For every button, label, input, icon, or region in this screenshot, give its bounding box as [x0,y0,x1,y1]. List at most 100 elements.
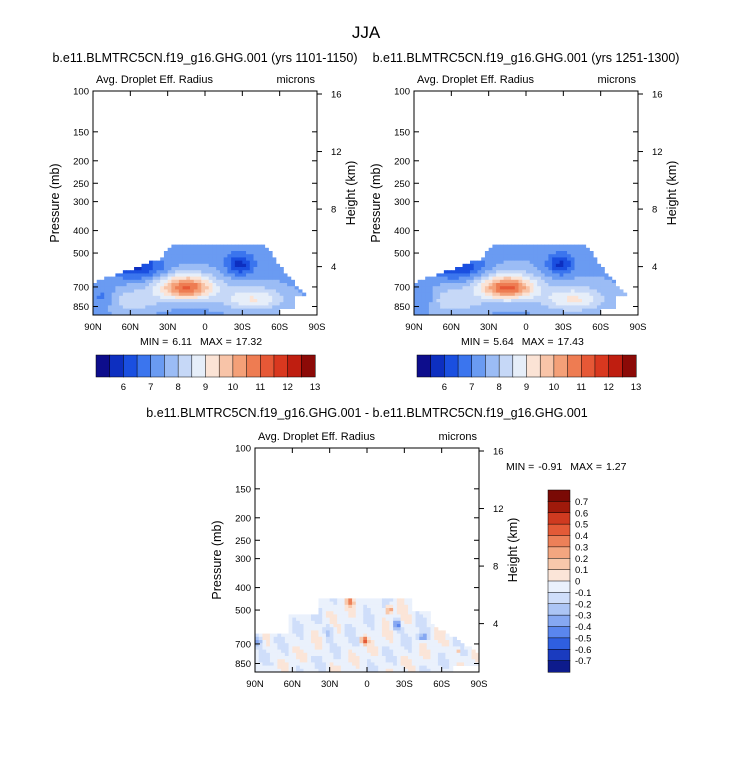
heatmap-cell [275,302,281,306]
heatmap-cell [496,260,501,265]
heatmap-cell [477,292,482,297]
heatmap-cell [283,305,288,309]
heatmap-cell [496,270,501,274]
heatmap-cell [255,659,260,663]
heatmap-cell [104,308,109,313]
heatmap-cell [333,617,338,622]
heatmap-cell [348,652,353,657]
heatmap-cell [325,630,331,634]
heatmap-cell [275,276,281,281]
heatmap-cell [458,308,463,313]
x-tick-label: 30N [321,679,339,690]
heatmap-cell [273,646,278,650]
heatmap-cell [378,630,383,634]
heatmap-cell [299,624,304,628]
heatmap-cell [363,640,368,644]
heatmap-cell [423,611,428,615]
heatmap-cell [314,649,319,654]
heatmap-cell [272,276,277,281]
heatmap-cell [496,263,501,268]
heatmap-cell [567,283,572,287]
heatmap-cell [533,276,538,281]
heatmap-cell [359,601,364,606]
heatmap-cell [281,652,286,657]
heatmap-cell [231,247,236,252]
heatmap-cell [518,308,523,313]
heatmap-cell [208,311,213,316]
heatmap-cell [227,283,232,287]
heatmap-cell [488,251,493,255]
heatmap-cell [190,270,195,274]
heatmap-cell [348,668,353,673]
heatmap-cell [389,659,394,663]
heatmap-cell [570,267,575,271]
heatmap-cell [253,279,258,284]
heatmap-cell [514,244,519,249]
heatmap-cell [570,289,575,293]
heatmap-cell [201,289,206,293]
heatmap-cell [201,276,206,281]
heatmap-cell [363,608,368,612]
heatmap-cell [266,665,271,670]
heatmap-cell [122,305,127,309]
heatmap-cell [475,662,480,666]
heatmap-cell [249,279,254,284]
colorbar-label: 7 [148,382,153,393]
heatmap-cell [246,247,251,252]
heatmap-cell [223,267,228,271]
heatmap-cell [197,263,202,268]
heatmap-cell [186,273,191,277]
heatmap-cell [385,636,390,641]
y-tick-label: 700 [73,282,89,293]
heatmap-cell [600,267,605,271]
colorbar-swatch [512,354,528,378]
y2-axis-label: Height (km) [344,161,358,226]
heatmap-cell [318,640,323,644]
heatmap-cell [111,283,116,287]
heatmap-cell [298,289,303,293]
heatmap-cell [264,267,269,271]
heatmap-cell [578,305,583,309]
units-label: microns [597,74,636,86]
heatmap-cell [451,305,456,309]
heatmap-cell [440,302,445,306]
heatmap-cell [96,299,101,303]
heatmap-cell [219,299,225,303]
heatmap-cell [314,640,319,644]
heatmap-cell [385,617,390,622]
heatmap-cell [255,665,260,670]
heatmap-cell [514,276,519,281]
heatmap-cell [596,283,602,287]
heatmap-cell [367,614,372,618]
heatmap-cell [292,620,297,625]
units-label: microns [276,74,315,86]
heatmap-cell [249,257,254,261]
heatmap-cell [160,263,165,268]
heatmap-cell [408,630,413,634]
heatmap-cell [378,598,383,602]
heatmap-cell [227,273,232,277]
heatmap-cell [432,276,437,281]
colorbar-swatch [471,354,486,378]
heatmap-cell [307,640,312,644]
heatmap-cell [608,276,613,281]
heatmap-cell [216,260,221,265]
heatmap-cell [359,668,364,673]
heatmap-cell [475,652,480,657]
heatmap-cell [492,244,497,249]
heatmap-cell [578,311,583,316]
heatmap-cell [458,299,463,303]
heatmap-cell [582,257,587,261]
heatmap-cell [333,656,338,660]
heatmap-cell [269,636,275,641]
heatmap-cell [359,614,364,618]
heatmap-cell [257,251,262,255]
heatmap-cell [466,276,471,281]
heatmap-cell [340,630,345,634]
x-tick-label: 60S [433,679,450,690]
heatmap-cell [273,665,278,670]
heatmap-cell [507,311,512,316]
heatmap-cell [436,302,441,306]
heatmap-cell [452,646,457,650]
heatmap-cell [385,656,390,660]
